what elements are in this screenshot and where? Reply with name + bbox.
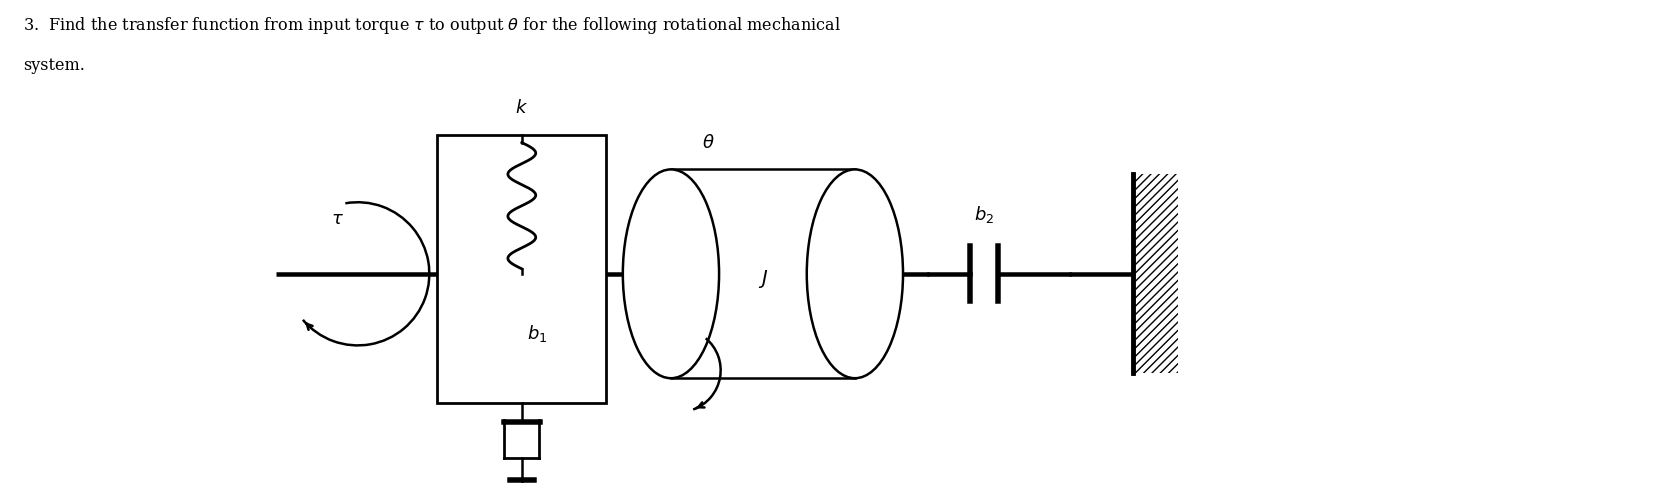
Text: 3.  Find the transfer function from input torque $\tau$ to output $\theta$ for t: 3. Find the transfer function from input… <box>23 15 841 36</box>
Text: $\tau$: $\tau$ <box>331 210 344 228</box>
Ellipse shape <box>808 169 903 378</box>
Bar <box>1134 174 1179 373</box>
Text: $b_2$: $b_2$ <box>975 204 995 225</box>
Text: $J$: $J$ <box>757 268 767 290</box>
Text: $k$: $k$ <box>515 99 528 117</box>
Text: $\theta$: $\theta$ <box>702 134 716 151</box>
Text: system.: system. <box>23 57 85 74</box>
Ellipse shape <box>624 169 719 378</box>
Text: $b_1$: $b_1$ <box>527 323 547 344</box>
Bar <box>670 169 854 378</box>
Bar <box>438 135 607 403</box>
